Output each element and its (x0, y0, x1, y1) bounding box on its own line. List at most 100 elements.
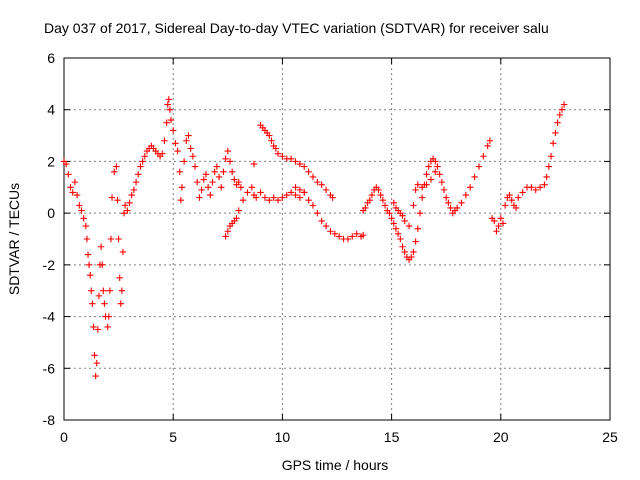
data-point (501, 202, 509, 209)
data-point (235, 178, 242, 186)
data-point (220, 168, 227, 175)
data-point (427, 176, 435, 183)
data-point (375, 186, 382, 194)
data-point (541, 181, 548, 188)
data-point (215, 173, 223, 181)
data-point (189, 153, 197, 160)
data-point (453, 204, 461, 212)
data-point (174, 147, 181, 155)
data-point (97, 243, 105, 250)
data-point (445, 199, 452, 206)
data-point (532, 186, 539, 194)
data-point (353, 230, 360, 238)
data-point (386, 209, 393, 217)
data-point (423, 171, 430, 178)
data-point (141, 153, 149, 160)
x-tick-label: 20 (493, 429, 509, 445)
data-point (92, 372, 99, 380)
data-point (82, 222, 90, 230)
data-point (213, 163, 221, 170)
data-point (119, 248, 127, 256)
data-point (322, 222, 330, 230)
data-point (226, 158, 234, 165)
data-point (401, 217, 408, 225)
data-point (314, 209, 321, 217)
y-tick-label: -4 (43, 309, 56, 325)
data-point (388, 215, 395, 222)
data-point (458, 199, 465, 206)
y-tick-label: 4 (47, 102, 55, 118)
data-point (475, 163, 483, 170)
data-point (327, 228, 334, 235)
data-point (248, 184, 256, 191)
data-point (170, 127, 177, 134)
data-point (408, 253, 415, 261)
data-point (491, 217, 498, 225)
data-point (224, 228, 231, 235)
data-point (233, 215, 240, 222)
data-point (305, 197, 312, 204)
data-points (60, 96, 568, 380)
data-point (89, 300, 96, 307)
data-point (344, 235, 352, 243)
data-point (107, 235, 115, 243)
data-point (414, 181, 422, 188)
data-point (447, 204, 454, 212)
grid-lines (64, 58, 610, 420)
data-point (165, 96, 173, 103)
data-point (536, 184, 544, 191)
data-point (467, 184, 474, 191)
data-point (65, 171, 72, 178)
data-point (207, 191, 214, 199)
data-point (368, 191, 376, 199)
data-point (360, 231, 367, 239)
y-tick-label: 0 (47, 205, 55, 221)
data-point (250, 160, 258, 168)
data-point (78, 207, 85, 214)
data-point (106, 287, 114, 294)
data-point (412, 186, 419, 194)
data-point (90, 323, 97, 331)
data-point (128, 191, 135, 199)
data-point (83, 235, 91, 243)
data-point (287, 189, 295, 196)
data-point (185, 132, 192, 139)
data-point (222, 155, 229, 163)
data-point (121, 202, 129, 209)
data-point (301, 163, 308, 170)
data-point (418, 184, 426, 191)
data-point (379, 197, 387, 204)
data-point (399, 212, 406, 219)
data-point (104, 323, 111, 331)
data-point (493, 228, 500, 235)
data-point (228, 168, 236, 175)
data-point (560, 101, 568, 108)
data-point (495, 222, 502, 230)
data-point (95, 292, 103, 300)
data-point (87, 272, 94, 279)
y-axis-label: SDTVAR / TECUs (6, 183, 22, 295)
data-point (99, 261, 106, 269)
data-point (204, 184, 212, 191)
data-point (118, 287, 126, 294)
data-point (390, 199, 397, 206)
data-point (484, 142, 491, 150)
data-point (362, 204, 369, 212)
data-point (218, 184, 225, 191)
data-point (390, 220, 397, 227)
data-point (515, 194, 522, 201)
data-point (172, 140, 179, 147)
data-point (231, 176, 238, 183)
x-tick-label: 0 (60, 429, 68, 445)
data-point (88, 287, 95, 294)
data-point (126, 199, 133, 206)
data-point (239, 197, 247, 204)
data-point (322, 186, 330, 194)
data-point (244, 189, 251, 196)
x-tick-label: 10 (275, 429, 291, 445)
data-point (423, 181, 430, 188)
data-point (309, 173, 317, 181)
data-point (545, 163, 553, 170)
data-point (116, 274, 123, 281)
data-point (279, 153, 286, 160)
